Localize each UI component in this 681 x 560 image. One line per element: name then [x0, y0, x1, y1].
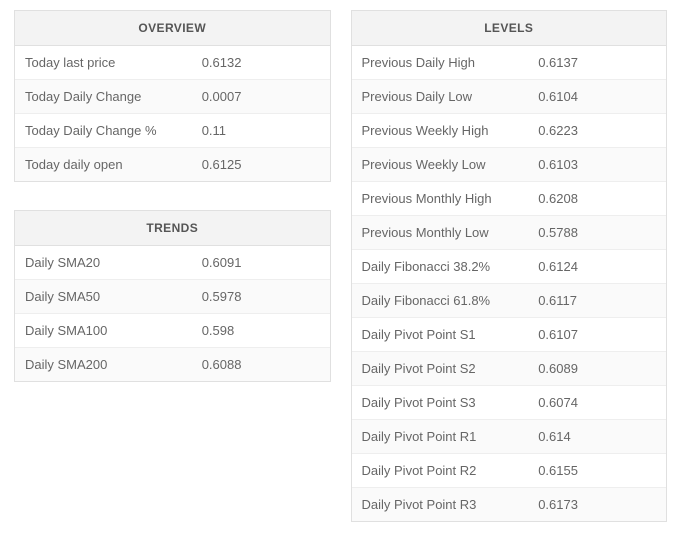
table-row: Daily Pivot Point R20.6155: [352, 454, 667, 488]
row-label: Previous Weekly High: [362, 123, 539, 138]
row-value: 0.6137: [538, 55, 656, 70]
overview-panel: OVERVIEW Today last price0.6132Today Dai…: [14, 10, 331, 182]
overview-title: OVERVIEW: [15, 11, 330, 46]
row-label: Previous Monthly High: [362, 191, 539, 206]
row-label: Daily Fibonacci 38.2%: [362, 259, 539, 274]
row-value: 0.6103: [538, 157, 656, 172]
row-value: 0.6107: [538, 327, 656, 342]
table-row: Today daily open0.6125: [15, 148, 330, 181]
table-row: Previous Weekly Low0.6103: [352, 148, 667, 182]
row-value: 0.6132: [202, 55, 320, 70]
row-label: Today last price: [25, 55, 202, 70]
row-label: Today Daily Change: [25, 89, 202, 104]
row-value: 0.5978: [202, 289, 320, 304]
row-label: Previous Daily Low: [362, 89, 539, 104]
table-row: Today Daily Change %0.11: [15, 114, 330, 148]
row-value: 0.6223: [538, 123, 656, 138]
row-value: 0.0007: [202, 89, 320, 104]
table-row: Daily Pivot Point R10.614: [352, 420, 667, 454]
trends-title: TRENDS: [15, 211, 330, 246]
levels-rows: Previous Daily High0.6137Previous Daily …: [352, 46, 667, 521]
table-row: Daily SMA500.5978: [15, 280, 330, 314]
row-value: 0.11: [202, 123, 320, 138]
left-column: OVERVIEW Today last price0.6132Today Dai…: [14, 10, 331, 410]
row-label: Daily SMA100: [25, 323, 202, 338]
row-value: 0.6125: [202, 157, 320, 172]
levels-panel: LEVELS Previous Daily High0.6137Previous…: [351, 10, 668, 522]
row-label: Previous Monthly Low: [362, 225, 539, 240]
row-label: Previous Daily High: [362, 55, 539, 70]
trends-panel: TRENDS Daily SMA200.6091Daily SMA500.597…: [14, 210, 331, 382]
row-value: 0.6117: [538, 293, 656, 308]
table-row: Previous Monthly High0.6208: [352, 182, 667, 216]
table-row: Previous Weekly High0.6223: [352, 114, 667, 148]
row-label: Daily SMA50: [25, 289, 202, 304]
row-value: 0.598: [202, 323, 320, 338]
table-row: Previous Daily Low0.6104: [352, 80, 667, 114]
row-label: Daily Fibonacci 61.8%: [362, 293, 539, 308]
overview-rows: Today last price0.6132Today Daily Change…: [15, 46, 330, 181]
table-row: Today Daily Change0.0007: [15, 80, 330, 114]
row-value: 0.6155: [538, 463, 656, 478]
row-value: 0.6208: [538, 191, 656, 206]
row-label: Daily Pivot Point R2: [362, 463, 539, 478]
row-value: 0.6104: [538, 89, 656, 104]
table-row: Daily SMA2000.6088: [15, 348, 330, 381]
row-value: 0.6091: [202, 255, 320, 270]
table-row: Daily Pivot Point R30.6173: [352, 488, 667, 521]
trends-rows: Daily SMA200.6091Daily SMA500.5978Daily …: [15, 246, 330, 381]
row-value: 0.614: [538, 429, 656, 444]
row-value: 0.6088: [202, 357, 320, 372]
row-value: 0.6173: [538, 497, 656, 512]
levels-title: LEVELS: [352, 11, 667, 46]
layout-wrap: OVERVIEW Today last price0.6132Today Dai…: [14, 10, 667, 550]
table-row: Daily Pivot Point S10.6107: [352, 318, 667, 352]
row-label: Daily Pivot Point S3: [362, 395, 539, 410]
row-label: Today Daily Change %: [25, 123, 202, 138]
row-value: 0.6089: [538, 361, 656, 376]
table-row: Daily SMA1000.598: [15, 314, 330, 348]
table-row: Daily SMA200.6091: [15, 246, 330, 280]
table-row: Previous Monthly Low0.5788: [352, 216, 667, 250]
row-label: Today daily open: [25, 157, 202, 172]
table-row: Daily Pivot Point S20.6089: [352, 352, 667, 386]
row-label: Daily SMA200: [25, 357, 202, 372]
row-value: 0.6124: [538, 259, 656, 274]
row-value: 0.6074: [538, 395, 656, 410]
row-label: Daily SMA20: [25, 255, 202, 270]
row-value: 0.5788: [538, 225, 656, 240]
row-label: Daily Pivot Point R1: [362, 429, 539, 444]
table-row: Daily Pivot Point S30.6074: [352, 386, 667, 420]
table-row: Daily Fibonacci 61.8%0.6117: [352, 284, 667, 318]
table-row: Daily Fibonacci 38.2%0.6124: [352, 250, 667, 284]
row-label: Daily Pivot Point R3: [362, 497, 539, 512]
table-row: Previous Daily High0.6137: [352, 46, 667, 80]
row-label: Previous Weekly Low: [362, 157, 539, 172]
row-label: Daily Pivot Point S1: [362, 327, 539, 342]
right-column: LEVELS Previous Daily High0.6137Previous…: [351, 10, 668, 550]
table-row: Today last price0.6132: [15, 46, 330, 80]
row-label: Daily Pivot Point S2: [362, 361, 539, 376]
